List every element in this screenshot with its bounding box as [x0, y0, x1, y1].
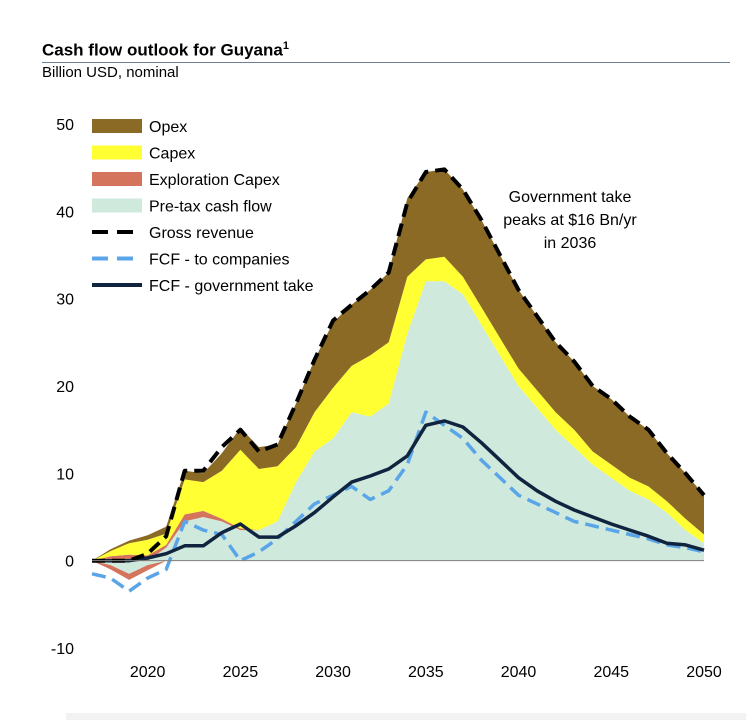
legend-label-fcf-government-take: FCF - government take: [149, 278, 314, 295]
capex-area: [92, 256, 704, 561]
annotation-line-1: Government take: [509, 189, 632, 206]
y-tick-label: 40: [56, 204, 74, 221]
legend-swatch-opex: [92, 119, 142, 133]
chart-title: Cash flow outlook for Guyana1: [42, 40, 289, 61]
legend-swatch-capex: [92, 145, 142, 160]
y-tick-label: 10: [56, 466, 74, 483]
annotation-line-2: peaks at $16 Bn/yr: [503, 212, 637, 229]
legend-label-gross-revenue: Gross revenue: [149, 225, 254, 242]
y-tick-label: 50: [56, 117, 74, 134]
exploration-capex-area-negative: [92, 560, 704, 580]
x-tick-label: 2040: [501, 664, 537, 681]
pretax-area-positive: [92, 281, 704, 561]
y-tick-label: -10: [51, 641, 74, 658]
legend-label-fcf-to-companies: FCF - to companies: [149, 252, 289, 269]
y-tick-label: 0: [65, 554, 74, 571]
x-axis-ticks: 2020 2025 2030 2035 2040 2045 2050: [130, 664, 722, 681]
y-tick-label: 30: [56, 292, 74, 309]
x-tick-label: 2035: [408, 664, 444, 681]
legend-label-opex: Opex: [149, 119, 187, 136]
bottom-band: [66, 713, 746, 720]
x-tick-label: 2030: [315, 664, 351, 681]
gross-revenue-line: [92, 167, 706, 563]
opex-area: [92, 169, 704, 561]
chart-subtitle: Billion USD, nominal: [42, 64, 179, 81]
legend-swatch-exploration-capex: [92, 172, 142, 186]
title-footnote: 1: [282, 40, 289, 52]
legend-label-capex: Capex: [149, 146, 195, 163]
x-tick-label: 2045: [593, 664, 629, 681]
fcf-companies-line: [91, 410, 705, 593]
legend: Opex Capex Exploration Capex Pre-tax cash f…: [92, 119, 314, 295]
legend-swatch-pre-tax-cash-flow: [92, 198, 142, 213]
x-tick-label: 2025: [223, 664, 259, 681]
x-tick-label: 2050: [686, 664, 722, 681]
chart-title-text: Cash flow outlook for Guyana: [42, 40, 283, 60]
y-tick-label: 20: [56, 379, 74, 396]
title-rule: [42, 62, 730, 63]
legend-label-pre-tax-cash-flow: Pre-tax cash flow: [149, 199, 272, 216]
area-layers: [92, 169, 704, 580]
y-axis-ticks: -10 0 10 20 30 40 50: [51, 117, 74, 658]
line-layers: [91, 167, 706, 593]
x-tick-label: 2020: [130, 664, 166, 681]
fcf-government-line: [92, 419, 705, 563]
annotation-line-3: in 2036: [544, 235, 597, 252]
legend-label-exploration-capex: Exploration Capex: [149, 172, 280, 189]
pretax-area-negative: [92, 560, 704, 574]
